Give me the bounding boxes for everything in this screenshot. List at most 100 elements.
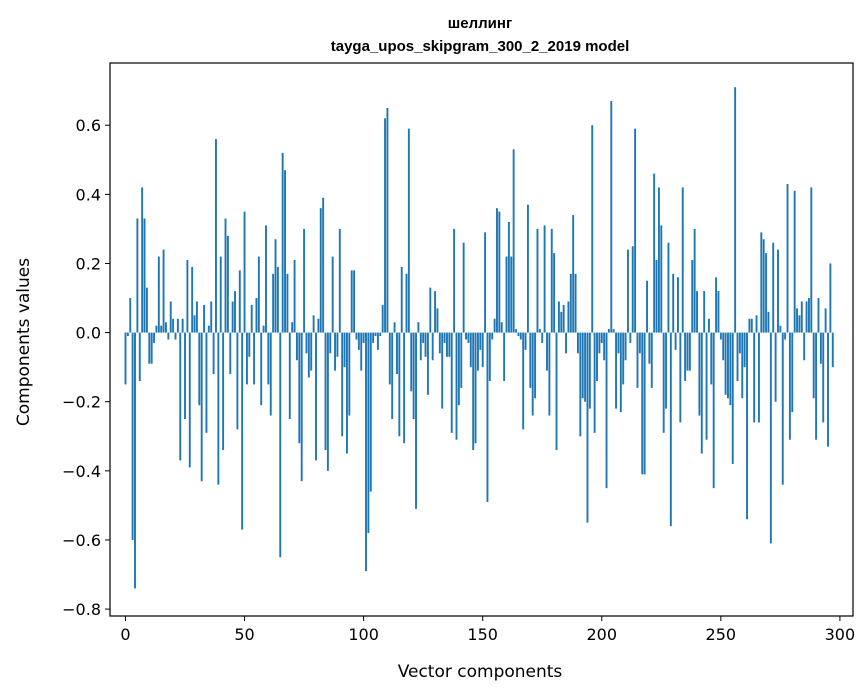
bar	[677, 277, 679, 333]
bar	[498, 211, 501, 333]
bar	[207, 325, 210, 333]
bar	[650, 332, 653, 388]
bar	[596, 332, 598, 381]
bar	[524, 332, 527, 350]
bar	[777, 249, 779, 333]
bar	[260, 332, 263, 406]
y-axis-ticks: −0.8 −0.6 −0.4 −0.2 0.0 0.2 0.4 0.6	[62, 116, 110, 619]
bar	[781, 332, 784, 485]
bar	[405, 273, 408, 333]
bar	[603, 332, 606, 361]
bar	[710, 332, 713, 385]
bar	[643, 332, 646, 475]
bar	[765, 253, 768, 333]
bar	[348, 332, 351, 416]
x-tick-label: 0	[120, 625, 130, 644]
bar	[281, 152, 284, 333]
bar	[412, 332, 415, 419]
bar	[591, 125, 594, 333]
bar	[712, 332, 715, 489]
bar	[569, 273, 572, 333]
bar	[622, 332, 625, 385]
bar	[393, 322, 396, 333]
bar	[607, 329, 610, 333]
bar	[148, 332, 151, 364]
bar	[300, 332, 303, 482]
bar	[319, 208, 322, 333]
bar	[362, 332, 365, 343]
x-tick-label: 50	[234, 625, 254, 644]
bar	[681, 187, 684, 333]
bar	[731, 332, 734, 464]
bar	[160, 325, 163, 333]
bar	[376, 332, 379, 350]
bar	[210, 301, 213, 333]
y-axis-label: Components values	[14, 258, 34, 426]
bar	[438, 332, 441, 354]
bar	[124, 332, 127, 385]
bar	[503, 332, 506, 381]
bar	[717, 291, 720, 333]
bar	[324, 332, 327, 451]
bar	[786, 183, 789, 333]
bar	[350, 270, 353, 333]
bar	[615, 332, 618, 409]
bar	[748, 318, 751, 333]
bar	[422, 332, 425, 343]
bar	[638, 332, 641, 354]
bar	[236, 332, 239, 430]
chart-title-line2: tayga_upos_skipgram_300_2_2019 model	[331, 38, 630, 55]
bar	[593, 332, 596, 433]
bar	[457, 332, 460, 406]
bar	[310, 332, 313, 371]
bar	[807, 298, 810, 333]
bar	[657, 187, 660, 333]
bar	[769, 332, 772, 544]
bar	[329, 332, 332, 354]
y-tick-label: −0.8	[62, 600, 101, 619]
bar	[707, 318, 710, 333]
bar	[167, 332, 170, 340]
x-tick-label: 150	[467, 625, 498, 644]
bar	[248, 332, 251, 357]
bar	[338, 228, 341, 333]
bar	[779, 325, 782, 333]
bar	[141, 187, 144, 333]
bar	[829, 263, 832, 333]
bar	[476, 332, 479, 371]
bar	[472, 332, 475, 451]
bar	[522, 332, 525, 430]
bar	[488, 332, 491, 381]
bar	[274, 239, 277, 333]
bar	[286, 273, 289, 333]
bar	[696, 291, 698, 333]
bar	[784, 332, 787, 340]
bar	[436, 308, 439, 333]
bar	[822, 332, 825, 423]
bar	[531, 332, 534, 416]
bar	[655, 260, 658, 333]
bar	[536, 228, 539, 333]
bar	[134, 332, 136, 589]
bar	[636, 332, 639, 388]
bar	[491, 332, 494, 340]
bar	[715, 277, 718, 333]
bar	[315, 332, 317, 461]
bar	[172, 318, 175, 333]
bar	[736, 332, 739, 381]
bar	[448, 332, 451, 357]
bar	[667, 242, 670, 333]
bar	[586, 332, 589, 523]
bar	[417, 322, 420, 333]
bar	[529, 332, 532, 388]
bar	[793, 190, 796, 333]
x-tick-label: 300	[825, 625, 856, 644]
bar	[605, 332, 608, 489]
x-axis-ticks: 0 50 100 150 200 250 300	[120, 616, 855, 644]
bar	[519, 332, 522, 340]
y-tick-label: −0.4	[62, 462, 101, 481]
bar	[734, 87, 737, 333]
bar	[346, 332, 348, 454]
bar	[460, 332, 463, 388]
bar	[631, 246, 634, 333]
